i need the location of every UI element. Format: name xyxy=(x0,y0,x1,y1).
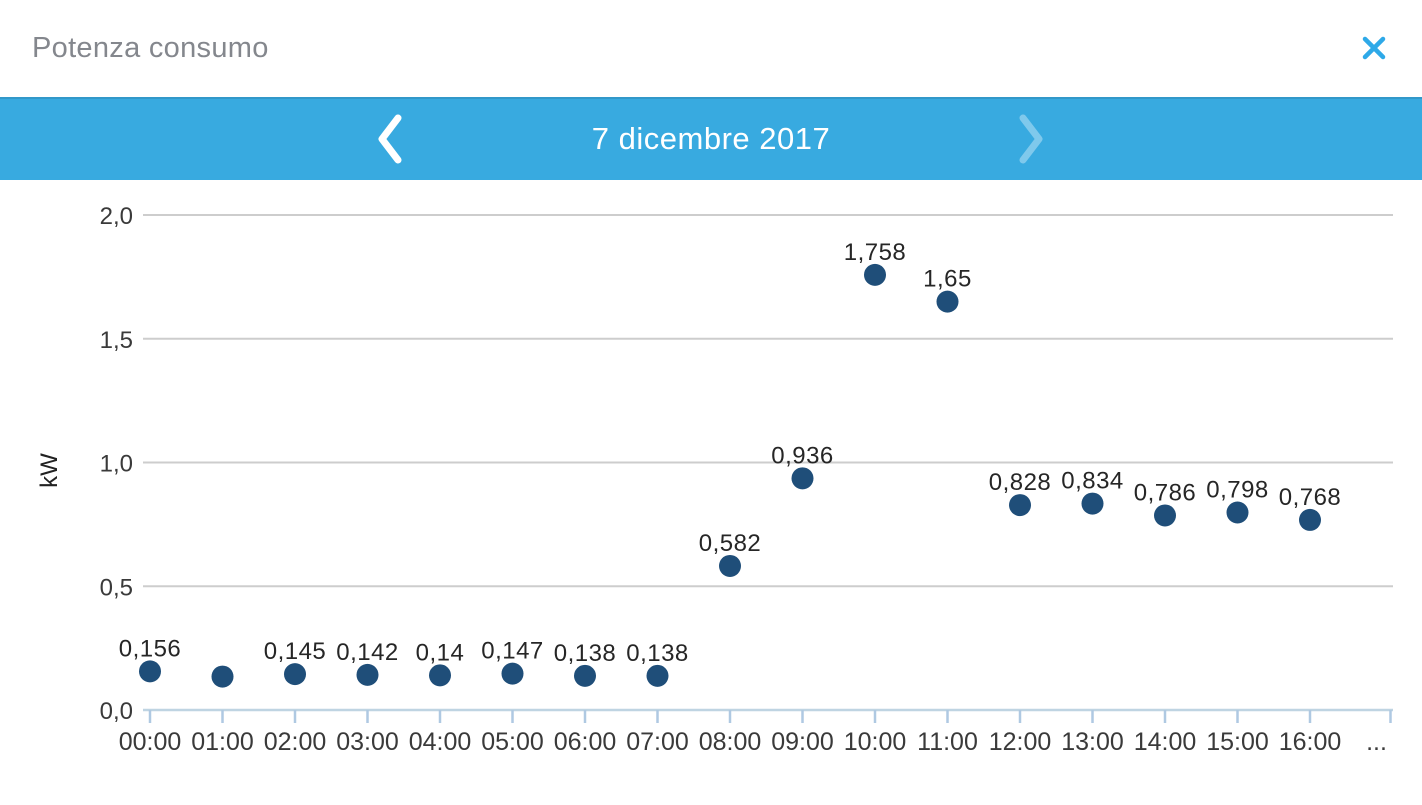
data-point[interactable] xyxy=(864,263,886,286)
data-point[interactable] xyxy=(429,664,451,687)
x-tick-label: 15:00 xyxy=(1206,728,1269,756)
x-tick-label: 11:00 xyxy=(917,728,978,756)
point-value-label: 0,138 xyxy=(554,640,617,667)
point-value-label: 0,142 xyxy=(336,639,399,666)
next-day-button[interactable] xyxy=(995,97,1067,180)
y-tick-label: 0,0 xyxy=(100,698,133,725)
point-value-label: 0,147 xyxy=(481,638,544,665)
x-tick-label: 14:00 xyxy=(1134,728,1197,756)
y-tick-label: 1,5 xyxy=(100,327,133,354)
power-consumption-chart[interactable]: 0,0 0,5 1,0 1,5 2,0 00:00 01:00 02:00 03:00 04:00… xyxy=(0,180,1422,800)
chevron-left-icon xyxy=(378,114,402,163)
data-point[interactable] xyxy=(139,660,161,683)
x-tick-label: 03:00 xyxy=(336,728,399,756)
point-value-label: 0,582 xyxy=(699,530,762,557)
x-tick-label: 08:00 xyxy=(699,728,762,756)
data-point[interactable] xyxy=(1299,508,1321,531)
data-point[interactable] xyxy=(1226,501,1249,524)
data-point[interactable] xyxy=(646,664,669,687)
point-value-label: 0,828 xyxy=(989,469,1052,496)
close-button[interactable] xyxy=(1354,28,1394,68)
x-tick-label: 01:00 xyxy=(191,728,254,756)
data-point[interactable] xyxy=(1154,504,1176,527)
y-tick-label: 2,0 xyxy=(100,203,133,230)
date-navigation-bar: 7 dicembre 2017 xyxy=(0,97,1422,180)
previous-day-button[interactable] xyxy=(354,97,426,180)
x-tick-label: 07:00 xyxy=(626,728,689,756)
point-value-label: 0,145 xyxy=(264,638,327,665)
chevron-right-icon xyxy=(1019,114,1043,163)
x-tick-label: 13:00 xyxy=(1061,728,1124,756)
point-value-label: 0,936 xyxy=(771,442,834,469)
x-tick-label: 05:00 xyxy=(481,728,544,756)
x-tick-label: 06:00 xyxy=(554,728,617,756)
data-point[interactable] xyxy=(356,663,379,686)
x-tick-label: 00:00 xyxy=(119,728,182,756)
y-axis-title: kW xyxy=(36,453,63,488)
point-value-label: 1,65 xyxy=(923,266,972,293)
data-point[interactable] xyxy=(1009,494,1031,517)
x-overflow-label: ... xyxy=(1366,728,1387,756)
data-point[interactable] xyxy=(719,554,741,577)
point-value-label: 0,156 xyxy=(119,635,182,662)
data-point[interactable] xyxy=(791,467,814,490)
y-tick-label: 1,0 xyxy=(100,451,133,478)
page-title: Potenza consumo xyxy=(32,32,269,64)
close-icon xyxy=(1362,36,1386,60)
x-tick-label: 02:00 xyxy=(264,728,327,756)
point-value-label: 0,834 xyxy=(1061,468,1124,495)
x-tick-label: 16:00 xyxy=(1279,728,1342,756)
x-tick-label: 04:00 xyxy=(409,728,472,756)
data-point[interactable] xyxy=(936,290,959,313)
data-point[interactable] xyxy=(574,664,596,687)
data-point[interactable] xyxy=(1081,492,1104,515)
x-tick-label: 09:00 xyxy=(771,728,834,756)
data-point[interactable] xyxy=(284,663,306,686)
point-value-label: 1,758 xyxy=(844,239,907,266)
date-label: 7 dicembre 2017 xyxy=(591,120,831,156)
dialog-header: Potenza consumo xyxy=(0,0,1422,97)
data-point[interactable] xyxy=(501,662,524,685)
point-value-label: 0,798 xyxy=(1206,476,1269,503)
point-value-label: 0,768 xyxy=(1279,484,1342,511)
y-tick-label: 0,5 xyxy=(100,574,133,601)
point-value-label: 0,14 xyxy=(416,639,465,666)
data-point[interactable] xyxy=(211,665,234,688)
x-tick-label: 10:00 xyxy=(844,728,907,756)
point-value-label: 0,786 xyxy=(1134,479,1197,506)
point-value-label: 0,138 xyxy=(626,640,689,667)
x-tick-label: 12:00 xyxy=(989,728,1052,756)
chart-area: 0,0 0,5 1,0 1,5 2,0 00:00 01:00 02:00 03:00 04:00… xyxy=(0,180,1422,800)
